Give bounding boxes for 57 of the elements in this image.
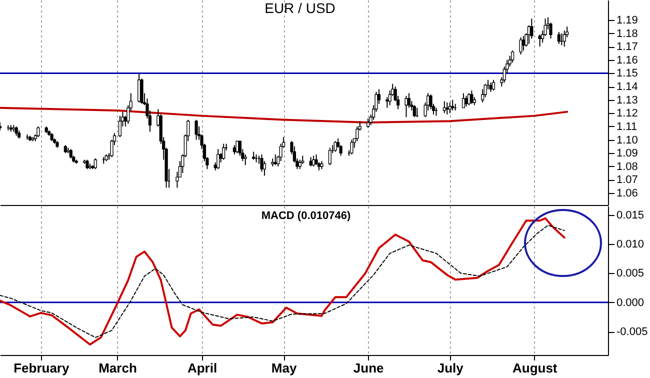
candlestick	[334, 140, 337, 152]
y-tick-label: 1.08	[616, 160, 638, 173]
y-tick-label: 1.12	[616, 108, 638, 120]
candlestick	[519, 36, 522, 56]
candlestick	[492, 79, 496, 92]
y-tick-label: 0.015	[616, 209, 644, 222]
y-tick-label: 1.14	[616, 81, 638, 94]
candlestick	[557, 31, 560, 44]
x-tick-label: April	[187, 360, 218, 376]
candlestick	[244, 154, 247, 166]
candlestick	[262, 160, 266, 176]
candlestick	[236, 140, 239, 154]
y-tick-label: 1.18	[616, 28, 638, 40]
candlestick	[386, 96, 389, 108]
y-tick-label: 1.10	[616, 134, 638, 146]
candlestick	[194, 119, 198, 140]
candlestick	[404, 95, 408, 118]
x-tick-label: August	[512, 360, 558, 376]
y-tick-label: 1.15	[616, 68, 638, 80]
y-tick-label: 1.17	[616, 41, 638, 54]
x-tick-label: February	[14, 360, 70, 376]
candlestick	[260, 154, 264, 172]
x-tick-label: May	[271, 360, 298, 376]
candlestick	[470, 90, 474, 104]
y-tick-label: 1.06	[616, 188, 638, 200]
candlestick	[328, 147, 332, 166]
y-tick-label: 1.09	[616, 148, 638, 160]
candlestick	[442, 100, 446, 114]
y-tick-label: 1.16	[616, 54, 638, 66]
candlestick	[511, 50, 514, 64]
candlestick	[451, 99, 454, 111]
chart-title: EUR / USD	[264, 0, 336, 16]
candlestick	[464, 95, 468, 107]
candlestick	[489, 82, 492, 92]
chart-title: MACD (0.010746)	[261, 210, 351, 222]
candlestick	[448, 102, 452, 114]
candlestick	[366, 118, 370, 128]
candlestick	[562, 30, 566, 48]
x-tick-label: June	[353, 360, 384, 376]
x-tick-label: March	[98, 360, 137, 376]
candlestick	[298, 159, 302, 170]
candlestick	[350, 139, 354, 155]
candlestick	[412, 104, 416, 118]
x-tick-label: July	[437, 360, 464, 376]
candlestick	[216, 148, 220, 170]
y-tick-label: 1.07	[616, 174, 638, 186]
y-tick-label: 0.000	[616, 296, 644, 309]
candlestick	[407, 92, 411, 108]
y-tick-label: 1.19	[616, 14, 638, 26]
y-tick-label: 0.005	[616, 268, 644, 280]
candlestick	[222, 143, 226, 160]
y-tick-label: -0.005	[616, 326, 648, 338]
y-tick-label: 1.13	[616, 94, 638, 106]
candlestick	[118, 115, 122, 138]
candlestick	[446, 102, 449, 115]
y-tick-label: 1.11	[616, 120, 638, 133]
y-tick-label: 0.010	[616, 238, 644, 250]
